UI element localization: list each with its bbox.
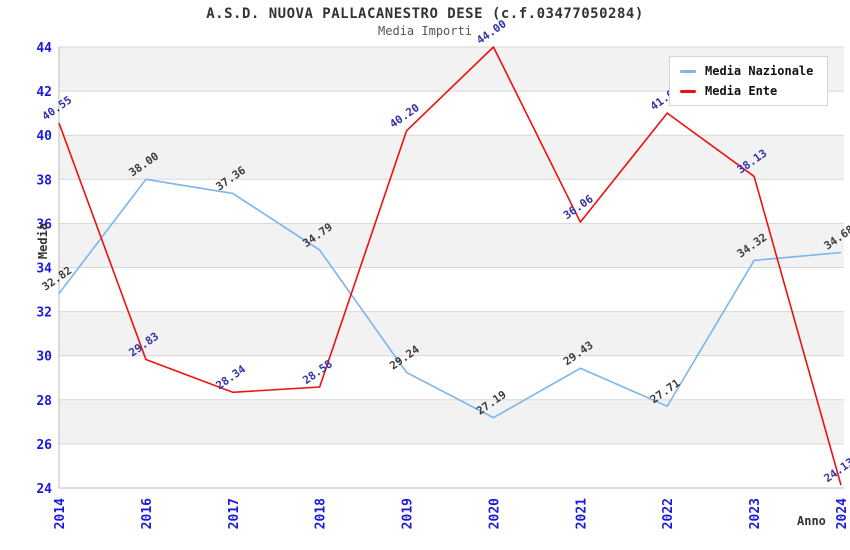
plot-band <box>59 399 844 444</box>
legend-label: Media Ente <box>705 84 778 98</box>
data-label: 44.00 <box>474 17 509 47</box>
y-tick-label: 34 <box>36 262 52 277</box>
x-tick-label: 2024 <box>835 498 850 529</box>
data-label: 28.58 <box>300 357 335 387</box>
series-line-media-nazionale <box>58 178 842 419</box>
y-tick-label: 24 <box>36 482 52 497</box>
series-line-media-ente <box>58 46 842 486</box>
x-tick-label: 2017 <box>227 498 242 529</box>
x-tick-label: 2018 <box>314 498 329 529</box>
y-tick-label: 44 <box>36 41 52 56</box>
x-tick-label: 2021 <box>574 498 589 529</box>
y-tick-label: 30 <box>36 350 52 365</box>
x-tick-label: 2023 <box>748 498 763 529</box>
plot-band <box>59 135 844 180</box>
y-tick-label: 38 <box>36 173 52 188</box>
data-label: 24.13 <box>822 455 850 485</box>
legend-item-media-nazionale[interactable]: Media Nazionale <box>680 64 813 78</box>
x-tick-label: 2022 <box>661 498 676 529</box>
plot-band <box>59 223 844 268</box>
y-tick-label: 32 <box>36 306 52 321</box>
chart-title: A.S.D. NUOVA PALLACANESTRO DESE (c.f.034… <box>206 6 644 22</box>
plot-band <box>59 311 844 356</box>
line-marker-icon <box>680 89 696 93</box>
data-label: 40.20 <box>387 101 422 131</box>
y-tick-label: 36 <box>36 217 52 232</box>
x-tick-label: 2020 <box>487 498 502 529</box>
line-marker-icon <box>680 69 696 73</box>
chart-subtitle: Media Importi <box>378 24 472 38</box>
data-label: 28.34 <box>213 362 248 392</box>
legend-item-media-ente[interactable]: Media Ente <box>680 84 813 98</box>
y-tick-label: 42 <box>36 85 52 100</box>
y-tick-label: 28 <box>36 394 52 409</box>
y-tick-label: 40 <box>36 129 52 144</box>
y-axis-title: Media <box>36 222 50 260</box>
x-axis-title: Anno <box>797 514 826 528</box>
x-tick-label: 2014 <box>53 498 68 529</box>
x-tick-label: 2019 <box>401 498 416 529</box>
legend-label: Media Nazionale <box>705 64 814 78</box>
x-tick-label: 2016 <box>140 498 155 529</box>
y-tick-label: 26 <box>36 438 52 453</box>
chart-legend: Media Nazionale Media Ente <box>669 56 829 106</box>
